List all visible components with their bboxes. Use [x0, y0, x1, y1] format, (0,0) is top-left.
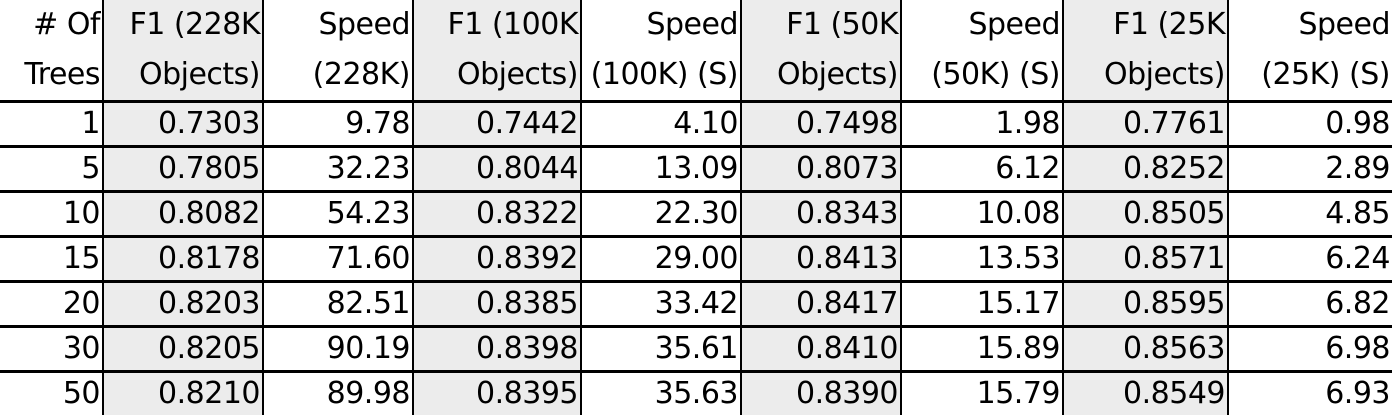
cell-f1-50k: 0.8413 [741, 237, 901, 282]
header-f1-50k-line2: Objects) [741, 50, 901, 102]
table-row: 50 0.8210 89.98 0.8395 35.63 0.8390 15.7… [0, 372, 1392, 415]
cell-speed-228k: 32.23 [263, 147, 413, 192]
cell-f1-50k: 0.8390 [741, 372, 901, 415]
header-row-2: Trees Objects) (228K) Objects) (100K) (S… [0, 50, 1392, 102]
header-speed-25k-line2: (25K) (S) [1228, 50, 1392, 102]
cell-speed-50k: 15.17 [901, 282, 1063, 327]
cell-speed-100k: 13.09 [581, 147, 741, 192]
header-speed-25k: Speed [1228, 0, 1392, 50]
cell-trees: 50 [0, 372, 103, 415]
cell-speed-25k: 0.98 [1228, 102, 1392, 147]
header-speed-228k: Speed [263, 0, 413, 50]
cell-f1-25k: 0.8252 [1063, 147, 1228, 192]
cell-f1-50k: 0.7498 [741, 102, 901, 147]
cell-trees: 15 [0, 237, 103, 282]
cell-trees: 1 [0, 102, 103, 147]
cell-f1-100k: 0.8398 [413, 327, 581, 372]
cell-speed-100k: 35.63 [581, 372, 741, 415]
cell-f1-100k: 0.7442 [413, 102, 581, 147]
cell-f1-25k: 0.8505 [1063, 192, 1228, 237]
header-f1-100k: F1 (100K [413, 0, 581, 50]
cell-speed-25k: 6.93 [1228, 372, 1392, 415]
cell-speed-25k: 6.98 [1228, 327, 1392, 372]
table-row: 10 0.8082 54.23 0.8322 22.30 0.8343 10.0… [0, 192, 1392, 237]
cell-f1-100k: 0.8385 [413, 282, 581, 327]
cell-f1-228k: 0.8205 [103, 327, 263, 372]
cell-f1-25k: 0.8549 [1063, 372, 1228, 415]
cell-speed-50k: 15.79 [901, 372, 1063, 415]
header-row-1: # Of F1 (228K Speed F1 (100K Speed F1 (5… [0, 0, 1392, 50]
cell-speed-228k: 89.98 [263, 372, 413, 415]
cell-speed-25k: 6.82 [1228, 282, 1392, 327]
header-f1-100k-line2: Objects) [413, 50, 581, 102]
cell-f1-100k: 0.8322 [413, 192, 581, 237]
cell-f1-228k: 0.8082 [103, 192, 263, 237]
cell-speed-25k: 4.85 [1228, 192, 1392, 237]
cell-f1-50k: 0.8417 [741, 282, 901, 327]
cell-speed-25k: 6.24 [1228, 237, 1392, 282]
cell-f1-25k: 0.8571 [1063, 237, 1228, 282]
cell-f1-50k: 0.8410 [741, 327, 901, 372]
cell-speed-228k: 54.23 [263, 192, 413, 237]
cell-speed-228k: 90.19 [263, 327, 413, 372]
cell-speed-100k: 4.10 [581, 102, 741, 147]
cell-speed-100k: 33.42 [581, 282, 741, 327]
table-row: 1 0.7303 9.78 0.7442 4.10 0.7498 1.98 0.… [0, 102, 1392, 147]
cell-speed-228k: 82.51 [263, 282, 413, 327]
cell-speed-228k: 9.78 [263, 102, 413, 147]
table-row: 15 0.8178 71.60 0.8392 29.00 0.8413 13.5… [0, 237, 1392, 282]
cell-speed-100k: 29.00 [581, 237, 741, 282]
table-row: 20 0.8203 82.51 0.8385 33.42 0.8417 15.1… [0, 282, 1392, 327]
header-f1-50k: F1 (50K [741, 0, 901, 50]
cell-speed-25k: 2.89 [1228, 147, 1392, 192]
table-body: 1 0.7303 9.78 0.7442 4.10 0.7498 1.98 0.… [0, 102, 1392, 415]
cell-trees: 30 [0, 327, 103, 372]
table-header: # Of F1 (228K Speed F1 (100K Speed F1 (5… [0, 0, 1392, 102]
table-row: 5 0.7805 32.23 0.8044 13.09 0.8073 6.12 … [0, 147, 1392, 192]
header-speed-50k-line2: (50K) (S) [901, 50, 1063, 102]
cell-trees: 5 [0, 147, 103, 192]
cell-f1-100k: 0.8395 [413, 372, 581, 415]
header-speed-50k: Speed [901, 0, 1063, 50]
cell-trees: 10 [0, 192, 103, 237]
cell-f1-100k: 0.8044 [413, 147, 581, 192]
table-row: 30 0.8205 90.19 0.8398 35.61 0.8410 15.8… [0, 327, 1392, 372]
cell-f1-228k: 0.7303 [103, 102, 263, 147]
header-f1-228k: F1 (228K [103, 0, 263, 50]
header-trees-line2: Trees [0, 50, 103, 102]
cell-trees: 20 [0, 282, 103, 327]
cell-speed-228k: 71.60 [263, 237, 413, 282]
header-f1-25k: F1 (25K [1063, 0, 1228, 50]
cell-speed-50k: 15.89 [901, 327, 1063, 372]
cell-speed-100k: 35.61 [581, 327, 741, 372]
cell-speed-50k: 1.98 [901, 102, 1063, 147]
header-f1-25k-line2: Objects) [1063, 50, 1228, 102]
cell-f1-25k: 0.8563 [1063, 327, 1228, 372]
cell-f1-228k: 0.8178 [103, 237, 263, 282]
cell-f1-50k: 0.8343 [741, 192, 901, 237]
cell-f1-25k: 0.7761 [1063, 102, 1228, 147]
cell-speed-50k: 13.53 [901, 237, 1063, 282]
cell-speed-50k: 6.12 [901, 147, 1063, 192]
cell-speed-100k: 22.30 [581, 192, 741, 237]
header-speed-100k: Speed [581, 0, 741, 50]
cell-f1-228k: 0.8203 [103, 282, 263, 327]
cell-f1-100k: 0.8392 [413, 237, 581, 282]
header-trees: # Of [0, 0, 103, 50]
header-speed-228k-line2: (228K) [263, 50, 413, 102]
cell-f1-228k: 0.8210 [103, 372, 263, 415]
cell-f1-50k: 0.8073 [741, 147, 901, 192]
cell-f1-25k: 0.8595 [1063, 282, 1228, 327]
header-speed-100k-line2: (100K) (S) [581, 50, 741, 102]
cell-speed-50k: 10.08 [901, 192, 1063, 237]
cell-f1-228k: 0.7805 [103, 147, 263, 192]
header-f1-228k-line2: Objects) [103, 50, 263, 102]
